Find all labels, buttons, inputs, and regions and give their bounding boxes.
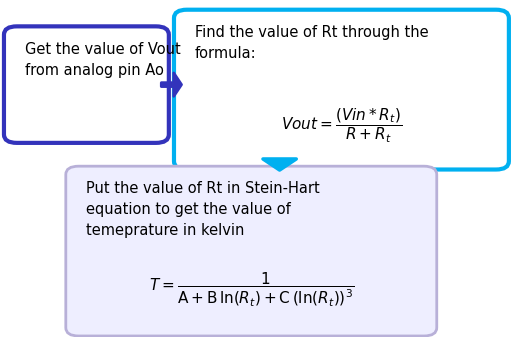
Text: Put the value of Rt in Stein-Hart
equation to get the value of
temeprature in ke: Put the value of Rt in Stein-Hart equati…: [87, 181, 320, 238]
Text: $T = \dfrac{1}{\mathrm{A} + \mathrm{B}\,\ln(R_t) + \mathrm{C}\,(\ln(R_t))^3}$: $T = \dfrac{1}{\mathrm{A} + \mathrm{B}\,…: [149, 270, 354, 308]
Text: Find the value of Rt through the
formula:: Find the value of Rt through the formula…: [195, 25, 428, 61]
Text: Get the value of Vout
from analog pin Ao: Get the value of Vout from analog pin Ao: [24, 42, 180, 78]
Text: $\mathit{Vout} = \dfrac{(\mathit{Vin} * R_t)}{R + R_t}$: $\mathit{Vout} = \dfrac{(\mathit{Vin} * …: [281, 106, 402, 145]
FancyBboxPatch shape: [174, 10, 509, 170]
FancyBboxPatch shape: [66, 166, 437, 336]
FancyBboxPatch shape: [4, 26, 169, 143]
